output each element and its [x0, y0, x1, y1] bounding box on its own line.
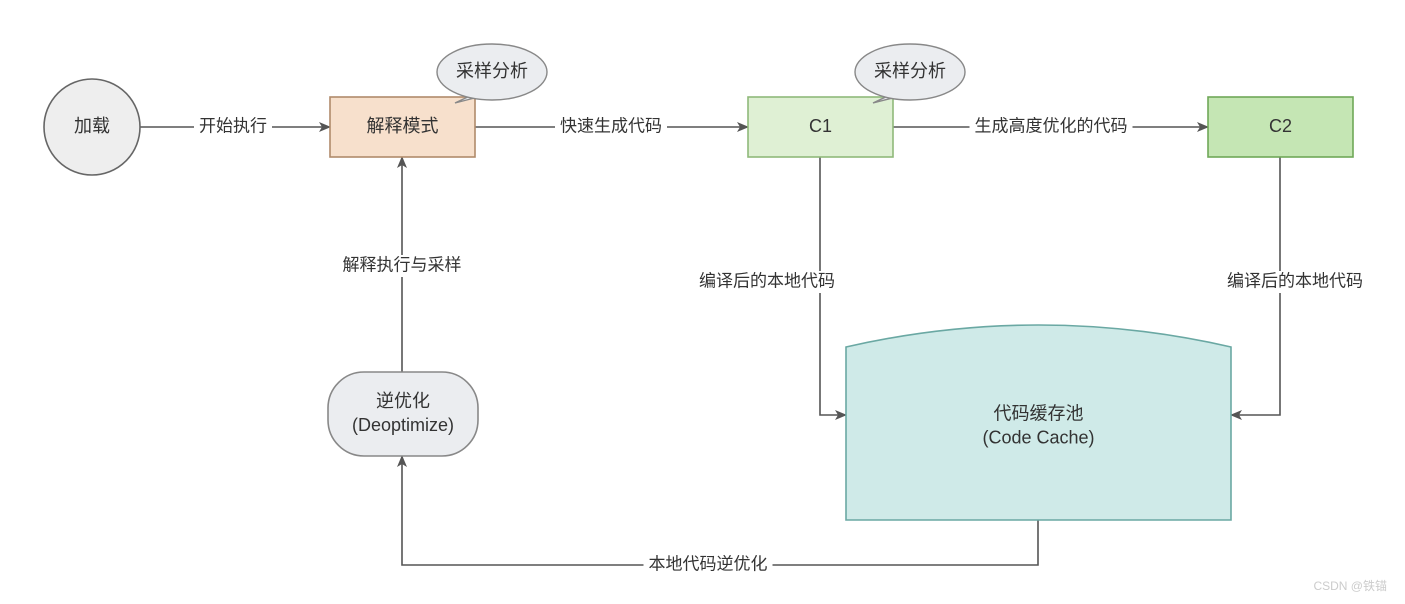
edge-label-e6: 解释执行与采样 — [343, 255, 462, 274]
edge-label-e4: 编译后的本地代码 — [699, 271, 835, 290]
node-interpret-label: 解释模式 — [367, 116, 439, 136]
node-c2-label: C2 — [1269, 116, 1292, 136]
watermark: CSDN @铁锚 — [1313, 578, 1387, 593]
edge-label-e5: 编译后的本地代码 — [1227, 271, 1363, 290]
node-deopt-label2: (Deoptimize) — [352, 415, 454, 435]
node-bubble1-label: 采样分析 — [456, 61, 528, 81]
node-deopt-label1: 逆优化 — [376, 391, 430, 411]
node-cache-label1: 代码缓存池 — [994, 403, 1084, 423]
node-load-label: 加载 — [74, 116, 110, 136]
node-cache-label2: (Code Cache) — [982, 427, 1094, 447]
edge-label-e1: 开始执行 — [199, 116, 267, 135]
flow-diagram: 加载 解释模式 C1 C2 逆优化 (Deoptimize) 代码缓存池 (Code Cach… — [0, 0, 1405, 604]
edge-label-e2: 快速生成代码 — [560, 116, 662, 135]
node-c1-label: C1 — [809, 116, 832, 136]
edge-label-e3: 生成高度优化的代码 — [975, 116, 1128, 135]
node-bubble2-label: 采样分析 — [874, 61, 946, 81]
edge-label-e7: 本地代码逆优化 — [649, 554, 768, 573]
